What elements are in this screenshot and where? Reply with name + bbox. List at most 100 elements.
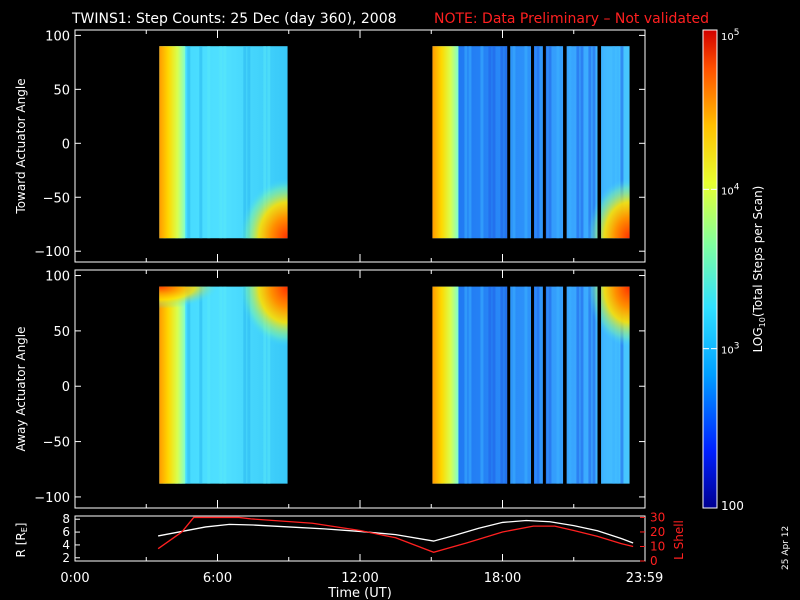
data-gap (542, 42, 546, 241)
heatmap-column (620, 46, 624, 239)
heatmap-column (504, 286, 508, 484)
l-shell-line (157, 516, 634, 553)
data-gap (507, 42, 511, 241)
x-tick-label: 0:00 (60, 571, 89, 586)
lshell-axis-label: L Shell (672, 520, 686, 560)
colorbar-tick-label: 100 (721, 499, 744, 513)
r-tick-label: 8 (62, 512, 70, 526)
heatmap-column (187, 286, 191, 484)
data-gap (542, 282, 546, 486)
heatmap-column (263, 46, 267, 239)
heatmap-column (243, 46, 247, 239)
heatmap-column (219, 286, 223, 484)
heatmap-column (488, 46, 492, 239)
heatmap-column (223, 286, 227, 484)
heatmap-column (524, 286, 528, 484)
heatmap-column (600, 46, 604, 239)
heatmap-column (536, 46, 540, 239)
heatmap-column (464, 46, 468, 239)
y-tick-label: 100 (45, 29, 70, 44)
heatmap-edge (159, 286, 186, 484)
heatmap-column (492, 286, 496, 484)
heatmap-column (480, 46, 484, 239)
away-y-label: Away Actuator Angle (14, 326, 28, 451)
y-tick-label: −100 (34, 245, 70, 260)
heatmap-hot-corner (587, 178, 630, 239)
colorbar: 105 104 103 100 LOG10(Total Steps per Scan) (702, 28, 767, 513)
heatmap-column (568, 46, 572, 239)
colorbar-label: LOG10(Total Steps per Scan) (751, 186, 767, 353)
heatmap-column (199, 46, 203, 239)
heatmap-column (512, 46, 516, 239)
date-stamp: 25 Apr 12 (781, 526, 791, 570)
heatmap-column (592, 286, 596, 484)
heatmap-column (247, 46, 251, 239)
heatmap-column (492, 46, 496, 239)
heatmap-column (504, 46, 508, 239)
heatmap-column (576, 286, 580, 484)
toward-y-axis: 100 50 0 −50 −100 (34, 29, 646, 262)
heatmap-column (464, 286, 468, 484)
heatmap-column (524, 46, 528, 239)
y-tick-label: 50 (53, 325, 70, 340)
radial-distance-line (158, 519, 634, 544)
data-gap (563, 42, 567, 241)
lshell-tick-label: 0 (650, 554, 658, 568)
away-heatmap (159, 282, 630, 486)
heatmap-column (576, 46, 580, 239)
r-axis-label: R [RE] (14, 523, 29, 558)
heatmap-column (207, 46, 211, 239)
heatmap-hot-corner (239, 178, 288, 239)
heatmap-column (568, 286, 572, 484)
heatmap-column (480, 286, 484, 484)
heatmap-column (267, 286, 271, 484)
heatmap-column (263, 286, 267, 484)
heatmap-column (600, 286, 604, 484)
heatmap-column (612, 46, 616, 239)
data-gap (563, 282, 567, 486)
x-tick-label: 18:00 (484, 571, 521, 586)
heatmap-column (616, 46, 620, 239)
heatmap-edge (159, 46, 186, 239)
time-axis-label: Time (UT) (327, 586, 392, 600)
ephemeris-lines (157, 516, 634, 553)
heatmap-column (556, 46, 560, 239)
heatmap-column (223, 46, 227, 239)
heatmap-column (620, 286, 624, 484)
heatmap-column (199, 286, 203, 484)
heatmap-column (512, 286, 516, 484)
heatmap-column (207, 286, 211, 484)
heatmap-column (187, 46, 191, 239)
toward-panel: 100 50 0 −50 −100 Toward Actuator Angle (14, 29, 646, 263)
heatmap-column (612, 286, 616, 484)
ephemeris-plot-frame (74, 515, 646, 562)
heatmap-column (544, 46, 548, 239)
toward-y-label: Toward Actuator Angle (14, 78, 28, 214)
figure-title: TWINS1: Step Counts: 25 Dec (day 360), 2… (71, 11, 397, 27)
y-tick-label: 0 (62, 137, 70, 152)
heatmap-column (580, 286, 584, 484)
toward-heatmap (159, 42, 630, 241)
heatmap-column (219, 46, 223, 239)
data-gap (597, 282, 602, 486)
x-tick-label: 23:59 (626, 571, 663, 586)
r-tick-label: 4 (62, 538, 70, 552)
lshell-tick-label: 20 (650, 525, 665, 539)
away-panel: 100 50 0 −50 −100 Away Actuator Angle (14, 269, 646, 509)
r-tick-label: 2 (62, 551, 70, 565)
colorbar-tick-label: 104 (721, 182, 740, 197)
heatmap-column (468, 286, 472, 484)
x-tick-label: 6:00 (203, 571, 232, 586)
heatmap-column (267, 46, 271, 239)
heatmap-column (468, 46, 472, 239)
colorbar-tick-label: 105 (721, 28, 739, 43)
heatmap-column (588, 286, 592, 484)
heatmap-column (247, 286, 251, 484)
colorbar-tick-label: 103 (721, 342, 739, 357)
data-gap (507, 282, 511, 486)
y-tick-label: −100 (34, 491, 70, 506)
heatmap-column (243, 286, 247, 484)
heatmap-column (544, 286, 548, 484)
